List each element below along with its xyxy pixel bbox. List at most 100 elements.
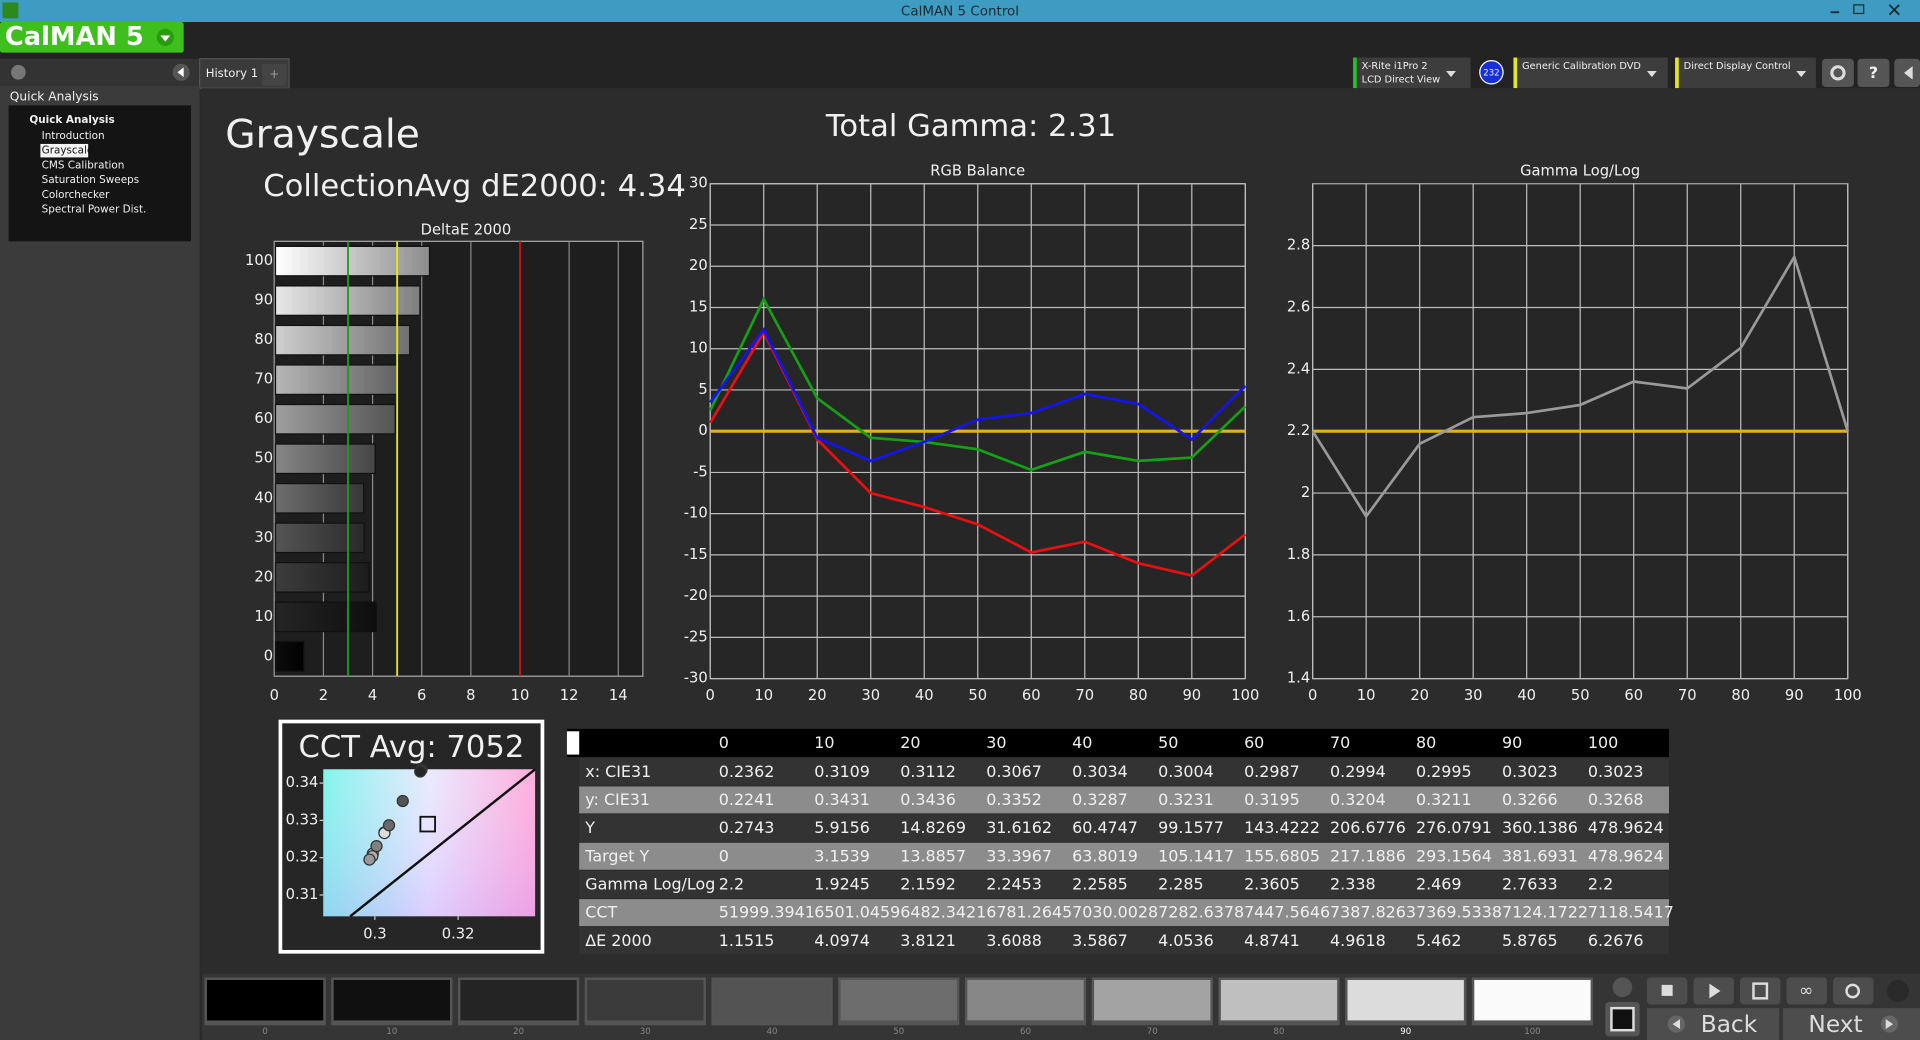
add-tab[interactable] xyxy=(262,63,287,86)
back-label: Back xyxy=(1701,1011,1758,1038)
table-cell: 2.2 xyxy=(1588,875,1613,894)
swatch[interactable] xyxy=(713,979,831,1021)
swatch[interactable] xyxy=(460,979,577,1021)
bar xyxy=(274,482,365,514)
swatch[interactable] xyxy=(840,979,957,1021)
x-tick-label: 100 xyxy=(1834,687,1862,704)
y-tick-label: 90 xyxy=(254,292,273,309)
y-tick-label: 70 xyxy=(254,371,273,388)
swatch[interactable] xyxy=(206,979,324,1021)
swatch-label: 60 xyxy=(1020,1027,1031,1037)
y-tick-label: 2 xyxy=(1301,484,1310,501)
y-tick-label: 1.4 xyxy=(1287,670,1310,687)
y-tick-label: 20 xyxy=(254,568,273,585)
table-cell: 0.3266 xyxy=(1502,790,1558,809)
swatch[interactable] xyxy=(333,979,450,1021)
table-cell: 3.6088 xyxy=(986,931,1042,950)
logo[interactable] xyxy=(0,22,184,53)
swatch-label: 100 xyxy=(1524,1027,1540,1037)
chart-title: CCT Avg: 7052 xyxy=(299,730,525,765)
x-tick-label: 40 xyxy=(915,687,934,704)
x-tick-label: 4 xyxy=(368,687,377,704)
table-cell: 2.3605 xyxy=(1244,875,1300,894)
status-light xyxy=(1886,979,1909,1003)
x-tick-label: 30 xyxy=(861,687,880,704)
measured-point xyxy=(396,794,409,808)
swatch[interactable] xyxy=(1474,979,1591,1021)
meter-badge[interactable] xyxy=(1479,60,1504,85)
y-tick-label: -5 xyxy=(693,463,708,480)
x-tick-label: 8 xyxy=(466,687,475,704)
y-tick-label: 60 xyxy=(254,410,273,427)
tree-item-highlight xyxy=(40,143,89,158)
bar xyxy=(274,562,370,593)
x-tick-label: 10 xyxy=(754,687,773,704)
bar xyxy=(274,601,377,633)
row-label: CCT xyxy=(585,903,617,922)
table-cell: 0.3287 xyxy=(1072,790,1128,809)
series-line xyxy=(709,327,1247,463)
row-label: x: CIE31 xyxy=(585,762,651,781)
loop-button[interactable] xyxy=(1786,977,1827,1005)
swatch[interactable] xyxy=(1347,979,1464,1021)
table-cell: 2.2585 xyxy=(1072,875,1128,894)
tree-item[interactable]: Colorchecker xyxy=(42,189,110,201)
page-title: Grayscale xyxy=(225,113,420,158)
y-tick-label: 0 xyxy=(698,422,707,439)
next-label: Next xyxy=(1808,1011,1862,1038)
table-cell: 0.3112 xyxy=(900,762,956,781)
help-button[interactable] xyxy=(1857,58,1890,87)
swatch[interactable] xyxy=(1220,979,1338,1021)
measured-point xyxy=(382,819,396,832)
source-selector[interactable] xyxy=(1513,57,1668,89)
swatch-label: 80 xyxy=(1274,1027,1285,1037)
column-header: 20 xyxy=(900,733,920,752)
display-selector[interactable] xyxy=(1675,57,1816,89)
table-row xyxy=(579,842,1669,870)
table-cell: 63.8019 xyxy=(1072,846,1138,865)
table-row xyxy=(579,758,1669,786)
y-tick-label: 2.8 xyxy=(1287,237,1310,254)
meter-badge-text: 232 xyxy=(1483,68,1499,78)
settings-button[interactable] xyxy=(1822,58,1854,87)
table-cell: 5.9156 xyxy=(814,818,870,837)
tab-label: History 1 xyxy=(206,66,258,80)
bar xyxy=(274,641,305,672)
tree-item[interactable]: Spectral Power Dist. xyxy=(42,203,147,215)
tree-item[interactable]: Introduction xyxy=(42,130,105,142)
x-tick-label: 70 xyxy=(1678,687,1697,704)
column-header: 70 xyxy=(1330,733,1350,752)
swatch-label: 90 xyxy=(1400,1027,1411,1037)
swatch[interactable] xyxy=(1094,979,1211,1021)
measured-point xyxy=(414,765,427,778)
tree-item[interactable]: Saturation Sweeps xyxy=(42,174,139,186)
x-tick-label: 20 xyxy=(1410,687,1429,704)
close-button[interactable] xyxy=(1888,4,1900,16)
y-tick-label: 0.32 xyxy=(286,849,319,866)
save-button[interactable] xyxy=(1740,977,1781,1005)
tree-item[interactable]: Grayscale xyxy=(42,145,94,157)
table-cell: 0.2994 xyxy=(1330,762,1386,781)
x-tick-label: 70 xyxy=(1075,687,1094,704)
restore-button[interactable] xyxy=(1853,4,1865,15)
table-cell: 5.462 xyxy=(1416,931,1462,950)
swatch[interactable] xyxy=(587,979,704,1021)
table-cell: 7447.5646 xyxy=(1244,903,1330,922)
table-cell: 3.5867 xyxy=(1072,931,1128,950)
table-cell: 0 xyxy=(719,846,729,865)
table-cell: 1.1515 xyxy=(719,931,775,950)
tree-group[interactable]: Quick Analysis xyxy=(29,114,114,126)
refresh-button[interactable] xyxy=(1833,977,1874,1005)
swatch-label: 20 xyxy=(513,1027,524,1037)
up-button[interactable] xyxy=(1612,977,1633,998)
y-tick-label: -30 xyxy=(684,670,708,687)
tree-item[interactable]: CMS Calibration xyxy=(42,159,125,171)
bar xyxy=(274,245,431,277)
chart-title: Gamma Log/Log xyxy=(1520,162,1640,179)
column-header: 80 xyxy=(1416,733,1436,752)
table-cell: 4.0536 xyxy=(1158,931,1214,950)
sidebar-pin[interactable] xyxy=(11,64,26,80)
table-cell: 7118.5417 xyxy=(1588,903,1674,922)
swatch[interactable] xyxy=(967,979,1084,1021)
